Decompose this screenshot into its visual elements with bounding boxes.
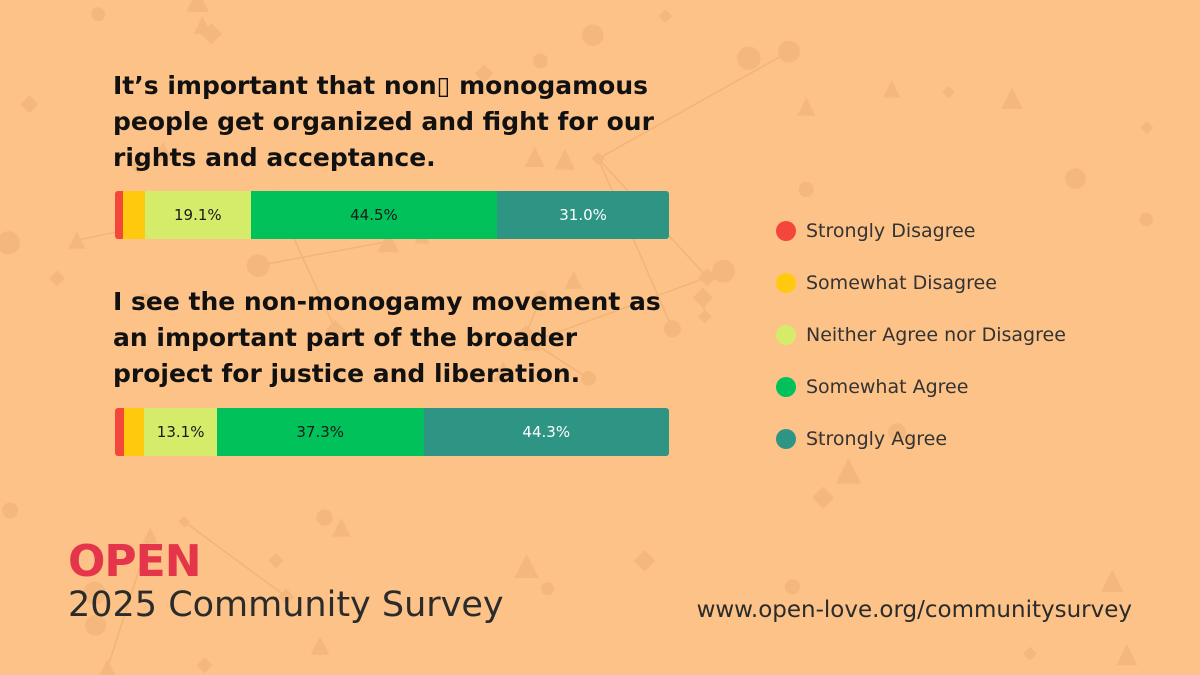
q1-segment-strongly-disagree — [115, 191, 123, 239]
q1-data-label-strongly-agree: 31.0% — [559, 206, 607, 224]
legend-item-somewhat-disagree: Somewhat Disagree — [776, 257, 1066, 309]
q2-segment-strongly-disagree — [115, 408, 124, 456]
question-1-title: It’s important that non▯ monogamous peop… — [113, 71, 654, 172]
survey-url[interactable]: www.open-love.org/communitysurvey — [696, 597, 1132, 623]
legend-label: Somewhat Disagree — [806, 272, 997, 294]
q1-data-label-somewhat-agree: 44.5% — [350, 206, 398, 224]
q1-segment-somewhat-disagree — [122, 191, 145, 239]
legend-swatch — [776, 429, 796, 449]
q1-segment-neither-agree-nor-disagree: 19.1% — [144, 191, 251, 239]
legend-swatch — [776, 325, 796, 345]
legend-item-strongly-agree: Strongly Agree — [776, 413, 1066, 465]
legend-item-somewhat-agree: Somewhat Agree — [776, 361, 1066, 413]
q1-segment-somewhat-agree: 44.5% — [250, 191, 498, 239]
legend-label: Strongly Disagree — [806, 220, 976, 242]
open-logo: OPEN — [68, 536, 202, 587]
q1-segment-strongly-agree: 31.0% — [497, 191, 669, 239]
legend-swatch — [776, 221, 796, 241]
q2-data-label-somewhat-agree: 37.3% — [296, 423, 345, 441]
question-1-stacked-bar: 19.1% 44.5% 31.0% — [115, 191, 669, 239]
legend-swatch — [776, 273, 796, 293]
q2-segment-somewhat-agree: 37.3% — [216, 408, 424, 456]
q2-segment-somewhat-disagree — [123, 408, 145, 456]
question-2-stacked-bar: 13.1% 37.3% 44.3% — [115, 408, 669, 456]
legend-item-strongly-disagree: Strongly Disagree — [776, 205, 1066, 257]
legend: Strongly Disagree Somewhat Disagree Neithe… — [776, 205, 1066, 465]
q2-data-label-strongly-agree: 44.3% — [522, 423, 571, 441]
survey-title: 2025 Community Survey — [68, 585, 504, 625]
legend-item-neither-agree-nor-disagree: Neither Agree nor Disagree — [776, 309, 1066, 361]
legend-label: Neither Agree nor Disagree — [806, 324, 1066, 346]
q2-segment-strongly-agree: 44.3% — [423, 408, 669, 456]
q1-data-label-neither-agree-nor-disagree: 19.1% — [173, 206, 222, 224]
q2-segment-neither-agree-nor-disagree: 13.1% — [144, 408, 217, 456]
legend-label: Strongly Agree — [806, 428, 948, 450]
question-2-title: I see the non-monogamy movement as an im… — [113, 287, 661, 388]
legend-swatch — [776, 377, 796, 397]
legend-label: Somewhat Agree — [806, 376, 969, 398]
q2-data-label-neither-agree-nor-disagree: 13.1% — [156, 423, 205, 441]
